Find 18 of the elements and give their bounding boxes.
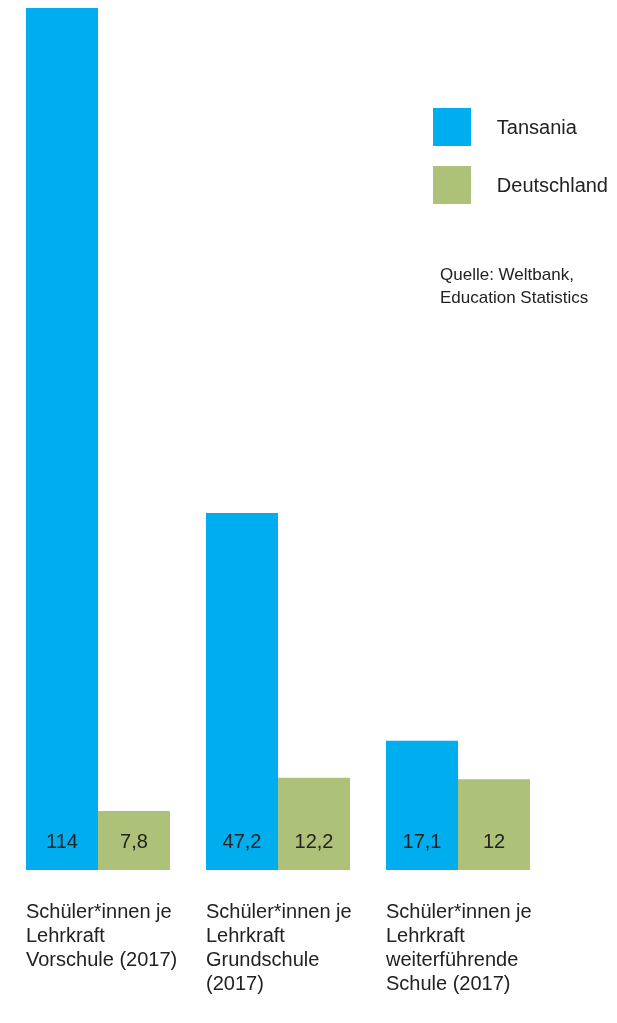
data-label: 12 bbox=[482, 829, 506, 852]
bar bbox=[458, 779, 530, 870]
data-label: 17,1 bbox=[402, 829, 442, 852]
x-tick-label: Schüler*innen je Lehrkraft weiterführende Schule (2017) bbox=[385, 899, 532, 994]
bar bbox=[206, 513, 278, 870]
annotation: Quelle: Weltbank, Education Statistics bbox=[440, 264, 590, 309]
bar bbox=[26, 8, 98, 870]
data-label: 7,8 bbox=[120, 829, 148, 852]
data-label: 12,2 bbox=[294, 829, 334, 852]
bar bbox=[278, 777, 350, 870]
data-label: 114 bbox=[46, 829, 78, 852]
bar bbox=[386, 740, 458, 870]
x-tick-label: Schüler*innen je Lehrkraft Vorschule (2017) bbox=[26, 899, 178, 970]
data-label: 47,2 bbox=[222, 829, 262, 852]
x-tick-label: Schüler*innen je Lehrkraft Grundschule (2017) bbox=[206, 899, 352, 994]
legend-label: Deutschland bbox=[496, 173, 608, 197]
legend-label: Tansania bbox=[496, 115, 577, 139]
bar bbox=[98, 811, 170, 870]
